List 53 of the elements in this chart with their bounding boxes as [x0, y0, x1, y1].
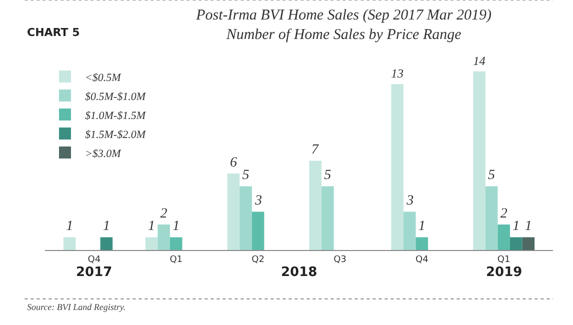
legend-label: >$3.0M: [85, 148, 122, 160]
bar: [309, 160, 322, 250]
bar: [403, 212, 416, 250]
data-label: 6: [230, 155, 237, 170]
legend-label: $1.0M-$1.5M: [85, 110, 146, 122]
x-tick-label: Q3: [334, 254, 346, 265]
bar: [510, 237, 522, 250]
bar: [416, 237, 428, 250]
data-label: 2: [500, 206, 508, 222]
text: 2018: [281, 265, 318, 280]
bar: [473, 71, 486, 250]
legend-label: $1.5M-$2.0M: [85, 128, 146, 141]
data-label: 5: [324, 168, 332, 184]
data-label: 5: [242, 168, 250, 184]
x-tick-label: Q1: [170, 254, 183, 265]
data-label: 1: [102, 219, 110, 234]
data-label: 7: [311, 142, 320, 158]
chart-title: Post-Irma BVI Home Sales (Sep 2017 Mar 2019) Number of Home Sales by Price Range: [195, 8, 492, 43]
caption: CHART 5: [27, 26, 80, 39]
text: 2019: [486, 265, 522, 280]
x-tick-label: Q1: [497, 254, 510, 265]
bar: [158, 224, 170, 250]
bar: [63, 237, 76, 250]
text: 2017: [76, 265, 112, 280]
data-label: 13: [391, 66, 404, 81]
bar: [240, 186, 252, 250]
x-tick-label: Q4: [415, 254, 429, 265]
bar: [485, 186, 498, 250]
bar: [498, 224, 510, 250]
bar: [145, 237, 158, 250]
data-label: 1: [148, 219, 156, 234]
bar: [227, 173, 240, 250]
legend-label: <$0.5M: [85, 72, 122, 84]
source-note: Source: BVI Land Registry.: [27, 302, 126, 312]
legend-label: $0.5M-$1.0M: [85, 90, 146, 103]
data-label: 1: [524, 219, 532, 234]
data-label: 5: [488, 168, 496, 184]
data-label: 3: [406, 194, 414, 209]
data-label: 3: [254, 194, 262, 209]
bar: [522, 237, 535, 250]
bar: [252, 212, 264, 250]
data-label: 1: [172, 219, 180, 234]
data-label: 1: [418, 219, 426, 234]
data-label: 2: [160, 206, 168, 222]
x-tick-label: Q4: [88, 254, 101, 265]
bar: [100, 237, 113, 250]
x-tick-label: Q2: [252, 254, 264, 265]
bar: [391, 84, 404, 250]
data-label: 1: [66, 219, 74, 234]
data-label: 14: [473, 54, 486, 68]
bar: [322, 186, 334, 250]
data-label: 1: [512, 219, 520, 234]
bar: [170, 237, 182, 250]
